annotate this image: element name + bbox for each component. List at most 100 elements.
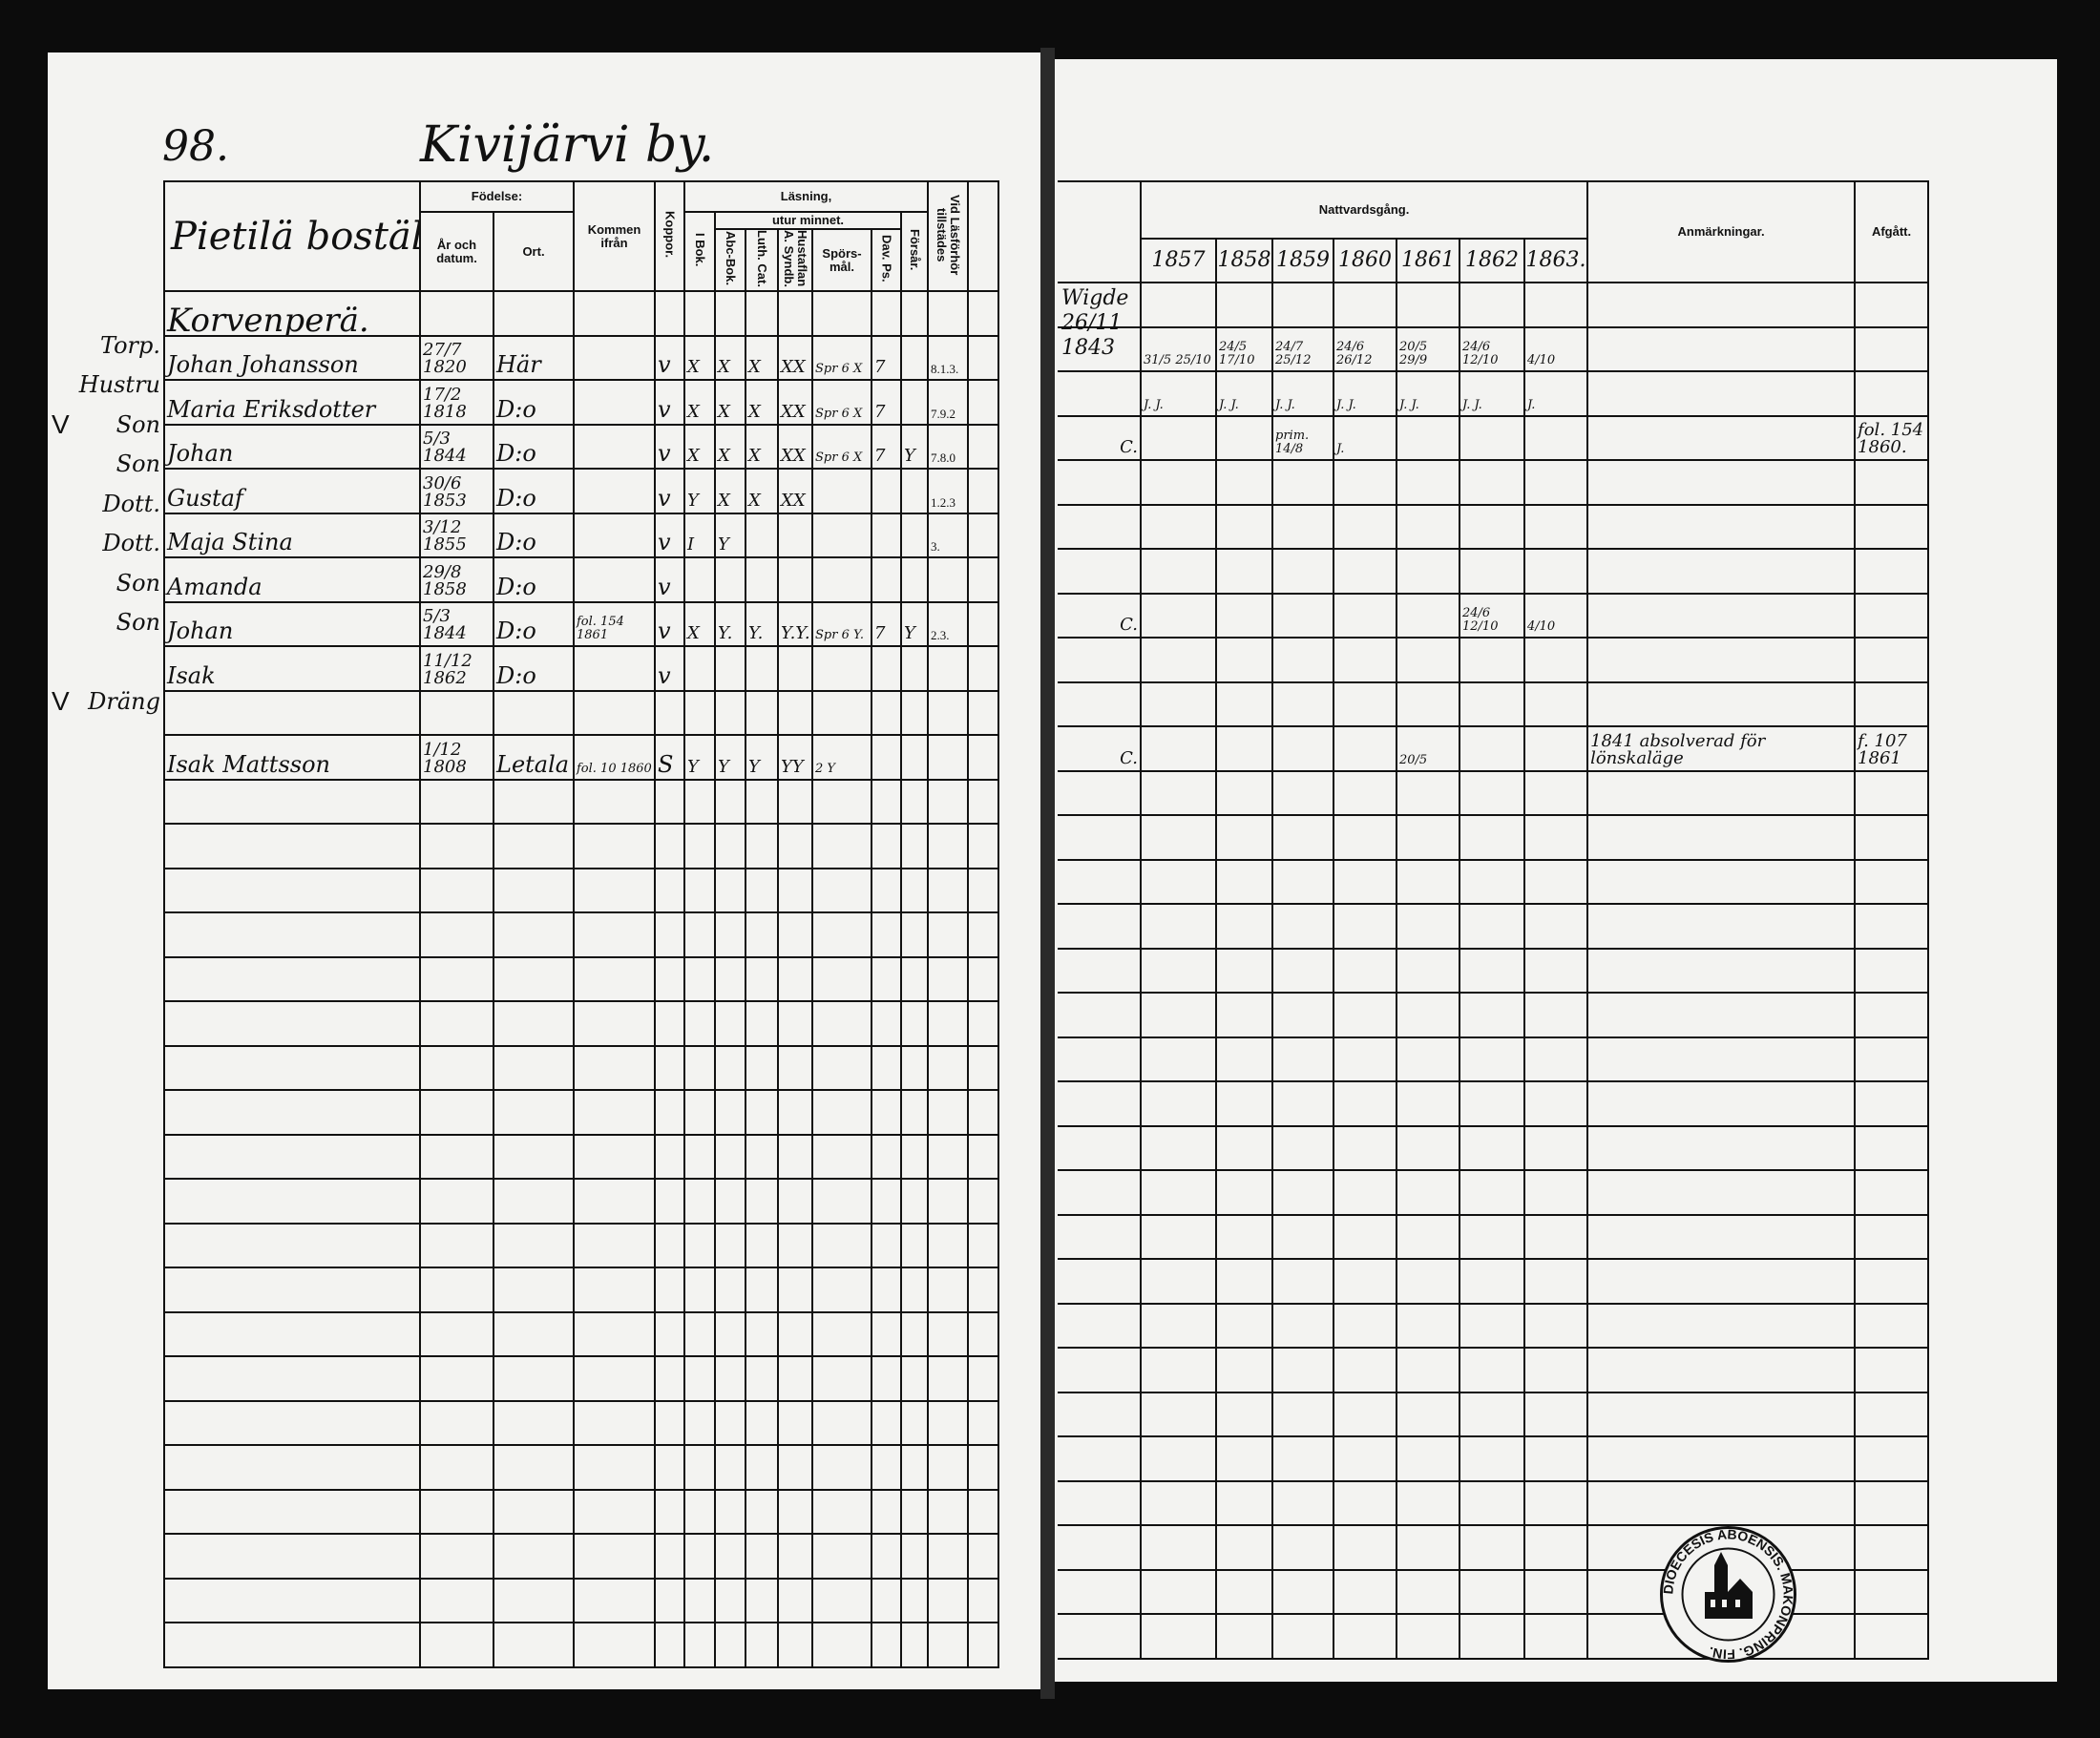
household-role: Torp. [99, 331, 160, 359]
cell-confirmation [1058, 1479, 1142, 1526]
cell-confirmation [1058, 1036, 1142, 1082]
cell-hust [777, 911, 813, 958]
cell-dav: 7 [871, 334, 902, 381]
cell-born: 3/12 1855 [419, 512, 494, 558]
cell-confirmation [1058, 1524, 1142, 1571]
cell-spor [811, 645, 872, 692]
cell-from [573, 1044, 656, 1091]
cell-anmarkningar [1586, 1435, 1857, 1482]
cell-communion-1861 [1396, 1080, 1460, 1127]
empty-row [1058, 1124, 1930, 1171]
cell-spor [811, 1444, 872, 1491]
cell-abc [714, 1355, 746, 1402]
cell-anmarkningar [1586, 1080, 1857, 1127]
cell-communion-1857 [1140, 503, 1217, 550]
empty-row [163, 1399, 999, 1446]
cell-anmarkningar [1586, 1124, 1857, 1171]
cell-communion-1859 [1271, 1213, 1334, 1260]
cell-extra [967, 1222, 999, 1268]
cell-name [163, 1089, 421, 1136]
household-role: Dott. [102, 530, 160, 556]
cell-name [163, 1267, 421, 1313]
empty-row [163, 1310, 999, 1357]
cell-hust: YY [777, 734, 813, 781]
cell-communion-1863 [1522, 503, 1589, 550]
cell-afgatt [1854, 814, 1930, 861]
cell-luth [745, 1133, 779, 1180]
cell-afgatt [1854, 681, 1930, 727]
cell-communion-1861 [1396, 1036, 1460, 1082]
communion-row [1058, 282, 1930, 328]
cell-communion-1862 [1459, 1479, 1525, 1526]
cell-luth [745, 689, 779, 736]
cell-communion-1857 [1140, 1080, 1217, 1127]
cell-kop [654, 1267, 685, 1313]
cell-abc [714, 689, 746, 736]
cell-forhor: 3. [927, 512, 969, 558]
cell-confirmation [1058, 1613, 1142, 1660]
cell-from [573, 1577, 656, 1623]
cell-communion-1859 [1271, 1479, 1334, 1526]
household-role: Son [116, 410, 160, 438]
cell-communion-1859 [1271, 947, 1334, 994]
cell-confirmation [1058, 282, 1142, 328]
cell-anmarkningar [1586, 1169, 1857, 1216]
cell-communion-1862 [1459, 903, 1525, 950]
empty-row [1058, 1435, 1930, 1482]
cell-communion-1863: 4/10 [1522, 325, 1589, 372]
cell-extra [967, 911, 999, 958]
year-1862: 1862 [1459, 238, 1525, 283]
cell-place [493, 1133, 575, 1180]
empty-row [163, 1222, 999, 1268]
cell-communion-1859: J. J. [1271, 370, 1334, 417]
cell-forhor [927, 556, 969, 603]
cell-communion-1857 [1140, 1169, 1217, 1216]
cell-communion-1857 [1140, 903, 1217, 950]
cell-forhor [927, 955, 969, 1002]
empty-row [1058, 1479, 1930, 1526]
cell-from: fol. 10 1860 [573, 734, 656, 781]
cell-communion-1859 [1271, 1391, 1334, 1437]
cell-born [419, 1222, 494, 1268]
cell-extra [967, 379, 999, 426]
cell-abc [714, 1000, 746, 1047]
communion-row: 31/5 25/10 24/5 17/10 24/7 25/12 24/6 26/12… [1058, 325, 1930, 372]
cell-forhor [927, 911, 969, 958]
cell-communion-1863: J. [1522, 370, 1589, 417]
cell-hust [777, 1000, 813, 1047]
cell-forsar [900, 689, 929, 736]
cell-name [163, 1310, 421, 1357]
cell-hust [777, 867, 813, 913]
cell-communion-1862 [1459, 637, 1525, 683]
header-hustaflan: Hustaflan A. Syndb. [777, 228, 813, 292]
cell-forhor [927, 1222, 969, 1268]
cell-extra [967, 778, 999, 825]
cell-communion-1858 [1215, 814, 1273, 861]
cell-dav: 7 [871, 600, 902, 647]
cell-from [573, 1622, 656, 1668]
cell-forhor [927, 823, 969, 869]
cell-communion-1857 [1140, 1036, 1217, 1082]
cell-communion-1859 [1271, 282, 1334, 328]
cell-afgatt [1854, 548, 1930, 595]
header-dav: Dav. Ps. [871, 228, 902, 292]
cell-spor [811, 1000, 872, 1047]
cell-confirmation [1058, 1169, 1142, 1216]
cell-forsar [900, 1222, 929, 1268]
cell-spor [811, 911, 872, 958]
cell-name [163, 1577, 421, 1623]
empty-row [163, 1000, 999, 1047]
cell-luth: X [745, 468, 779, 514]
cell-place: D:o [493, 468, 575, 514]
cell-name: Korvenperä. [163, 290, 421, 337]
cell-kop [654, 955, 685, 1002]
cell-luth [745, 645, 779, 692]
communion-row [1058, 503, 1930, 550]
cell-luth [745, 290, 779, 337]
cell-communion-1861 [1396, 1391, 1460, 1437]
right-table-body: 31/5 25/10 24/5 17/10 24/7 25/12 24/6 26/12… [1058, 282, 1930, 1660]
cell-born [419, 1000, 494, 1047]
cell-forsar: Y [900, 423, 929, 470]
cell-from [573, 778, 656, 825]
cell-place: D:o [493, 379, 575, 426]
